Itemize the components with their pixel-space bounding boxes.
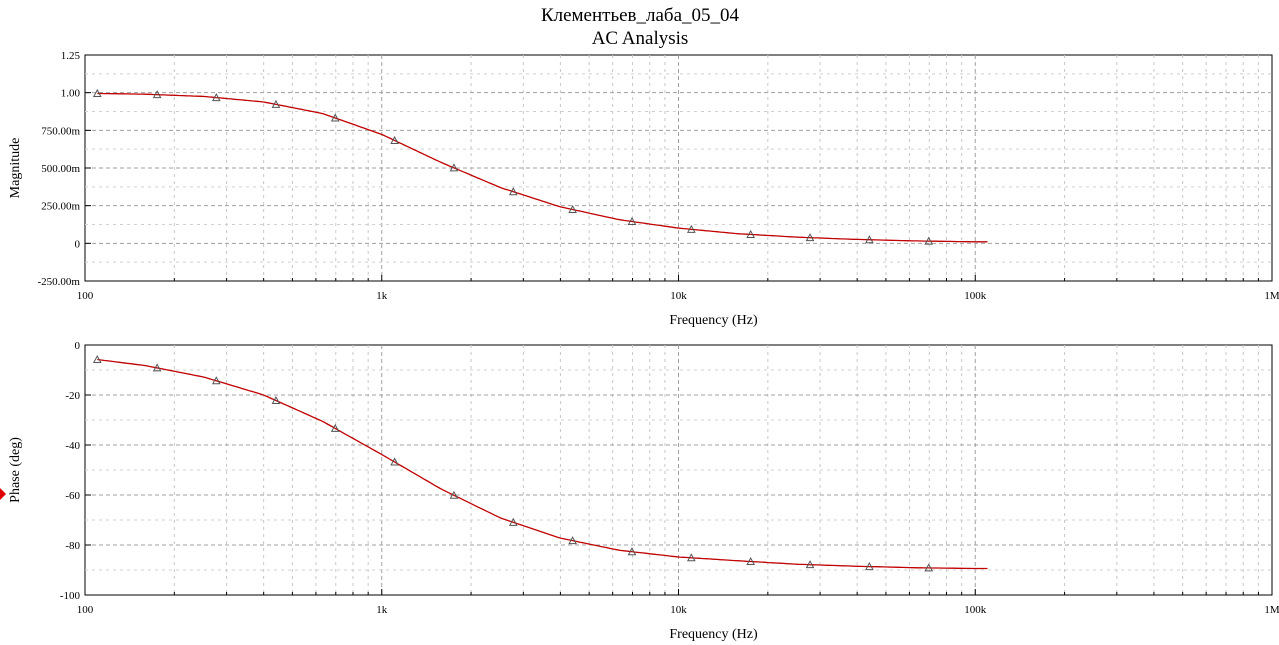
phase-data-point-marker [865, 562, 874, 571]
magnitude-data-point-marker [865, 235, 874, 244]
magnitude-data-point-marker [152, 90, 162, 99]
phase-data-point-marker [568, 536, 577, 545]
phase-x-tick-label: 1M [1264, 604, 1279, 616]
phase-data-point-marker [211, 376, 221, 385]
phase-y-axis-label: Phase (deg) [8, 437, 23, 503]
phase-data-point-marker [686, 553, 696, 562]
magnitude-data-point-marker [271, 99, 281, 108]
phase-data-point-marker [627, 547, 637, 556]
magnitude-trace-line [97, 92, 988, 243]
chart-title: Клементьев_лаба_05_04 [541, 5, 740, 26]
magnitude-data-point-marker [746, 229, 756, 238]
magnitude-data-point-marker [390, 135, 399, 144]
phase-data-point-marker [746, 556, 756, 566]
phase-data-point-marker [449, 490, 459, 499]
phase-y-tick-label: -40 [65, 440, 80, 452]
magnitude-data-point-marker [686, 224, 696, 233]
magnitude-data-point-marker [508, 187, 518, 196]
magnitude-data-point-marker [211, 93, 221, 102]
magnitude-data-point-marker [805, 233, 815, 242]
magnitude-data-point-marker [568, 204, 577, 214]
magnitude-data-point-marker [92, 88, 102, 97]
cursor-marker-icon[interactable] [0, 488, 6, 500]
phase-x-axis-label: Frequency (Hz) [669, 627, 758, 642]
phase-y-tick-label: -20 [65, 390, 80, 402]
magnitude-y-tick-label: -250.00m [38, 276, 81, 288]
phase-y-tick-label: -60 [65, 490, 80, 502]
magnitude-y-tick-label: 250.00m [41, 201, 80, 213]
phase-y-tick-label: 0 [75, 340, 81, 352]
magnitude-x-tick-label: 10k [670, 290, 687, 302]
magnitude-y-axis-label: Magnitude [8, 138, 23, 199]
magnitude-y-tick-label: 1.00 [61, 88, 81, 100]
magnitude-x-tick-label: 1k [376, 290, 388, 302]
magnitude-x-axis-label: Frequency (Hz) [669, 313, 758, 328]
magnitude-data-point-marker [627, 216, 637, 226]
magnitude-y-tick-label: 0 [75, 238, 81, 250]
phase-data-point-marker [924, 563, 934, 572]
magnitude-data-point-marker [330, 113, 340, 122]
phase-data-point-marker [152, 363, 162, 372]
chart-subtitle: AC Analysis [592, 28, 689, 49]
phase-x-tick-label: 1k [376, 604, 388, 616]
phase-data-point-marker [271, 395, 281, 405]
magnitude-x-tick-label: 100k [964, 290, 987, 302]
phase-data-point-marker [390, 457, 399, 466]
phase-data-point-marker [92, 354, 102, 364]
magnitude-data-point-marker [924, 236, 934, 245]
phase-y-tick-label: -80 [65, 540, 80, 552]
magnitude-y-tick-label: 500.00m [41, 163, 80, 175]
phase-x-tick-label: 100k [964, 604, 987, 616]
phase-x-tick-label: 10k [670, 604, 687, 616]
magnitude-plot: -250.00m 0 250.00m 500.00m 750.00m 1.00 1.25 10… [8, 50, 1279, 328]
magnitude-data-point-marker [449, 163, 459, 172]
magnitude-y-tick-label: 750.00m [41, 125, 80, 137]
phase-plot: -100 -80 -60 -40 -20 0 100 1k 10k 100k 1M Frequency… [8, 340, 1279, 642]
magnitude-x-tick-label: 100 [77, 290, 94, 302]
magnitude-y-tick-label: 1.25 [61, 50, 81, 62]
phase-y-tick-label: -100 [60, 590, 81, 602]
phase-x-tick-label: 100 [77, 604, 94, 616]
phase-trace-line [97, 358, 988, 570]
phase-data-point-marker [330, 423, 340, 432]
magnitude-x-tick-label: 1M [1264, 290, 1279, 302]
phase-data-point-marker [508, 517, 518, 526]
phase-data-point-marker [805, 560, 815, 569]
